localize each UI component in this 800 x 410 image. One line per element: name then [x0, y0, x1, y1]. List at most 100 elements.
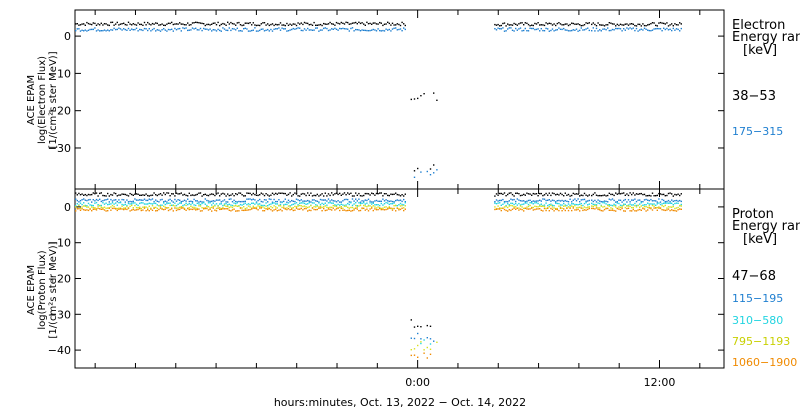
data-point [287, 207, 290, 210]
data-point [618, 206, 620, 208]
data-point [515, 192, 517, 194]
data-point [326, 200, 328, 202]
data-point [532, 203, 534, 205]
data-point [239, 30, 242, 32]
data-point [640, 205, 642, 207]
data-point [91, 210, 93, 212]
data-point [391, 207, 394, 210]
data-point [575, 28, 578, 30]
data-point [507, 203, 509, 205]
data-point [556, 207, 558, 210]
data-point [410, 354, 412, 357]
data-point [310, 201, 312, 203]
data-point [204, 203, 206, 205]
data-point [260, 192, 262, 194]
data-point [89, 28, 91, 31]
data-point [639, 199, 641, 201]
data-point [674, 193, 676, 196]
data-point [664, 209, 666, 212]
data-point [335, 205, 338, 208]
data-point [283, 200, 285, 203]
data-point [672, 205, 674, 208]
data-point [423, 93, 425, 95]
data-point [518, 193, 520, 195]
data-point [108, 207, 110, 209]
data-point [555, 208, 557, 210]
data-point [669, 192, 671, 194]
data-point [211, 210, 213, 212]
data-point [629, 203, 631, 205]
data-point [495, 208, 498, 210]
data-point [610, 207, 612, 209]
data-point [429, 325, 432, 327]
data-point [635, 210, 638, 212]
data-point [110, 198, 112, 201]
data-point [664, 204, 666, 207]
data-point [510, 198, 512, 200]
data-point [289, 201, 291, 203]
data-point [311, 24, 314, 26]
data-point [558, 199, 560, 202]
data-point [135, 199, 138, 201]
data-point [543, 198, 546, 200]
data-point [302, 205, 304, 208]
data-point [167, 22, 170, 24]
data-point [379, 207, 381, 210]
data-point [76, 199, 78, 202]
data-point [350, 192, 352, 194]
data-point [395, 27, 397, 29]
data-point [532, 206, 534, 209]
data-point [359, 22, 362, 25]
data-point [390, 200, 392, 202]
data-point [508, 27, 510, 29]
data-point [299, 202, 301, 204]
y-tick-label: −40 [48, 344, 71, 357]
data-point [564, 29, 566, 31]
data-point [263, 204, 266, 207]
data-point [209, 193, 211, 196]
data-point [100, 208, 102, 210]
data-point [291, 204, 293, 206]
data-point [324, 27, 326, 29]
data-point [99, 204, 101, 207]
data-point [107, 192, 109, 195]
data-point [351, 206, 354, 209]
data-point [171, 200, 173, 202]
data-point [345, 28, 347, 30]
data-point [326, 23, 328, 25]
data-point [340, 203, 342, 205]
data-point [659, 28, 662, 30]
data-point [172, 30, 174, 32]
data-point [292, 193, 294, 196]
proton-ylabel-line-2: log(Proton Flux) [37, 250, 48, 329]
data-point [220, 203, 222, 205]
data-point [81, 29, 83, 31]
data-point [276, 203, 278, 205]
data-point [119, 201, 122, 204]
data-point [196, 208, 198, 211]
data-point [177, 28, 179, 30]
data-point [278, 209, 280, 211]
data-point [574, 203, 576, 206]
data-point [531, 24, 533, 26]
data-point [372, 209, 374, 212]
data-point [348, 201, 350, 203]
data-point [594, 192, 596, 194]
data-point [177, 203, 179, 205]
data-point [631, 210, 633, 212]
data-point [594, 204, 596, 207]
data-point [163, 201, 165, 203]
data-point [379, 192, 381, 194]
data-point [161, 29, 163, 31]
data-point [543, 204, 546, 206]
data-point [375, 207, 378, 209]
electron-data-points [75, 21, 682, 178]
data-point [212, 22, 214, 24]
data-point [286, 194, 288, 196]
data-point [639, 23, 641, 26]
data-point [119, 208, 122, 210]
data-point [111, 207, 114, 210]
data-point [155, 22, 157, 24]
data-point [78, 201, 80, 203]
data-point [553, 207, 555, 209]
